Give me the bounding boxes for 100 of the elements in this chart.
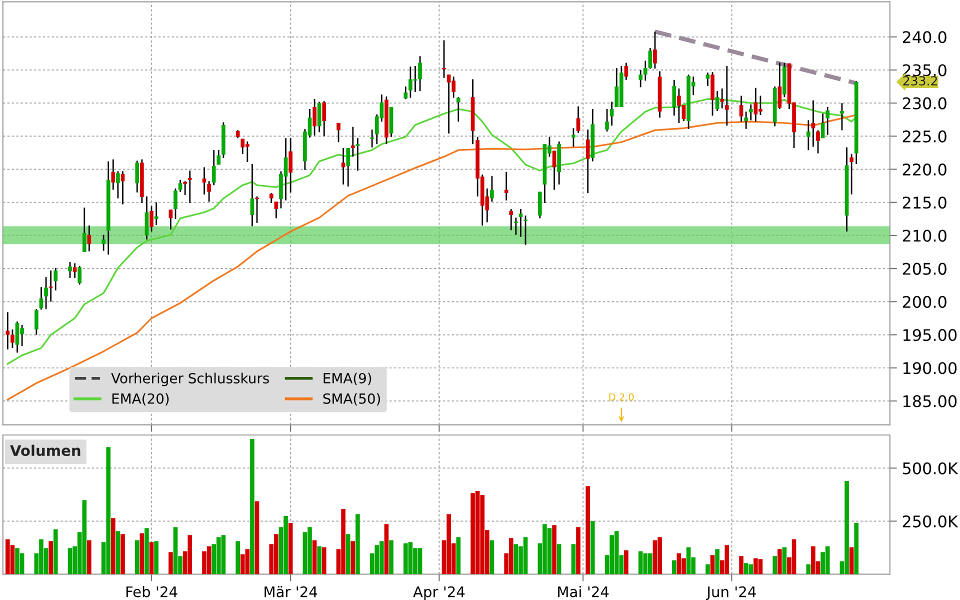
candlestick [10,328,14,349]
bar [586,486,590,574]
candlestick [68,261,72,279]
x-tick-label: Apr '24 [413,586,465,600]
y-tick-label: 225.0 [902,130,946,142]
bar [772,556,777,574]
bar [48,541,53,574]
candlestick [572,128,576,148]
candlestick [341,147,346,186]
x-tick-label: Jun '24 [706,586,756,600]
candlestick [322,100,326,137]
candlestick [418,55,422,92]
bar [144,528,149,574]
candlestick [48,270,53,302]
candlestick [724,65,729,126]
candlestick [202,166,206,196]
candlestick [490,175,494,202]
bar [53,529,58,574]
y-tick-label: 195.00 [903,328,957,342]
y-tick-label: 235.0 [902,64,946,76]
candlestick [6,312,10,350]
candlestick [739,95,744,122]
bar [571,544,576,574]
bar [356,514,360,574]
y-tick-label: 205.0 [902,262,946,275]
x-tick-label: Mai '24 [558,586,609,598]
candlestick [518,208,523,238]
bar [590,521,595,574]
candlestick [524,214,528,246]
candlestick [144,196,149,240]
candlestick [624,62,628,81]
candlestick [336,122,340,143]
candlestick [102,234,106,252]
bar [672,560,676,574]
candlestick [576,106,580,134]
candlestick [605,108,609,132]
legend-label: Vorheriger Schlusskurs [111,372,269,386]
bar [456,537,461,574]
candlestick [672,79,676,116]
bar [490,540,494,574]
candlestick [135,160,140,194]
y-tick-label: 240.0 [902,31,946,44]
x-tick-label: Feb '24 [126,586,178,598]
candlestick [552,150,556,190]
bar [777,549,782,574]
candlestick [648,47,652,70]
candlestick [178,179,182,192]
candlestick [212,149,216,186]
bar [552,525,556,574]
candlestick [744,110,748,130]
bar [384,524,389,574]
candlestick [111,158,116,190]
bar [350,541,356,574]
candlestick [183,180,187,196]
line-series [6,98,858,365]
bar [782,547,787,574]
bar [556,544,562,574]
bar [140,533,144,574]
candlestick [806,120,810,151]
bar [312,540,317,574]
candlestick [404,86,408,100]
candlestick [715,90,720,112]
candlestick [509,208,514,231]
candlestick [370,128,374,148]
bar [120,534,125,574]
legend-label: EMA(20) [112,393,169,406]
y-tick-label: 230.0 [902,97,946,110]
bar [715,549,720,574]
bar [254,501,260,574]
bar [111,518,116,574]
candlestick [840,102,844,131]
candlestick [538,191,542,219]
bar [250,439,254,574]
candlestick [207,180,211,202]
y-tick-label: 250.0K [902,515,958,528]
x-tick-label: Mär '24 [264,586,318,598]
bar [87,540,92,574]
candlestick [586,128,590,194]
candlestick [504,171,508,202]
y-tick-label: 200.0 [902,296,946,308]
candlestick [78,265,82,286]
legend-label: SMA(50) [323,393,380,406]
bar [854,523,859,574]
candlestick [356,137,360,172]
candlestick [54,267,58,292]
candlestick [82,206,86,253]
bar [317,546,322,574]
candlestick [250,163,254,227]
candlestick [274,201,278,219]
bar [576,527,580,574]
annotation: D 2.0 [609,393,634,401]
candlestick [39,286,44,310]
bar [322,547,326,574]
candlestick [350,126,355,158]
candlestick [317,101,322,133]
bar [739,556,744,574]
bar [149,542,154,574]
bar [849,547,854,574]
y-tick-label: 210.0 [902,230,946,242]
candlestick [643,60,648,82]
